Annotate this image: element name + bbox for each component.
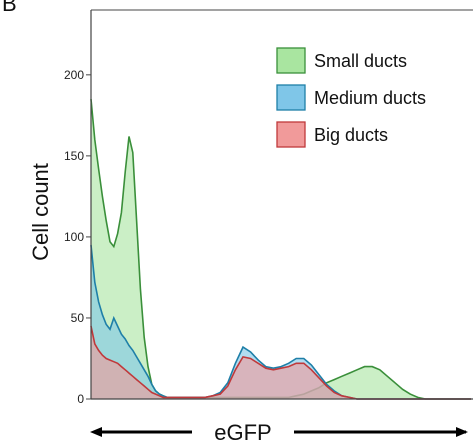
y-tick-label: 200 bbox=[64, 68, 84, 82]
y-axis-title: Cell count bbox=[28, 163, 53, 261]
series-area-big-ducts bbox=[91, 326, 471, 399]
legend: Small ducts Medium ducts Big ducts bbox=[276, 47, 426, 148]
y-tick-label: 0 bbox=[77, 392, 84, 406]
legend-swatch-small-ducts bbox=[276, 47, 306, 74]
y-tick-layer: 0 50 100 150 200 bbox=[64, 68, 91, 406]
y-tick-label: 100 bbox=[64, 230, 84, 244]
legend-label-big-ducts: Big ducts bbox=[314, 125, 388, 145]
legend-label-medium-ducts: Medium ducts bbox=[314, 88, 426, 108]
legend-swatch-medium-ducts bbox=[276, 84, 306, 111]
y-tick-label: 50 bbox=[71, 311, 85, 325]
legend-swatch-big-ducts bbox=[276, 121, 306, 148]
y-tick-label: 150 bbox=[64, 149, 84, 163]
panel-letter: B bbox=[2, 0, 17, 16]
legend-label-small-ducts: Small ducts bbox=[314, 51, 407, 71]
x-axis-title: eGFP bbox=[214, 420, 271, 445]
